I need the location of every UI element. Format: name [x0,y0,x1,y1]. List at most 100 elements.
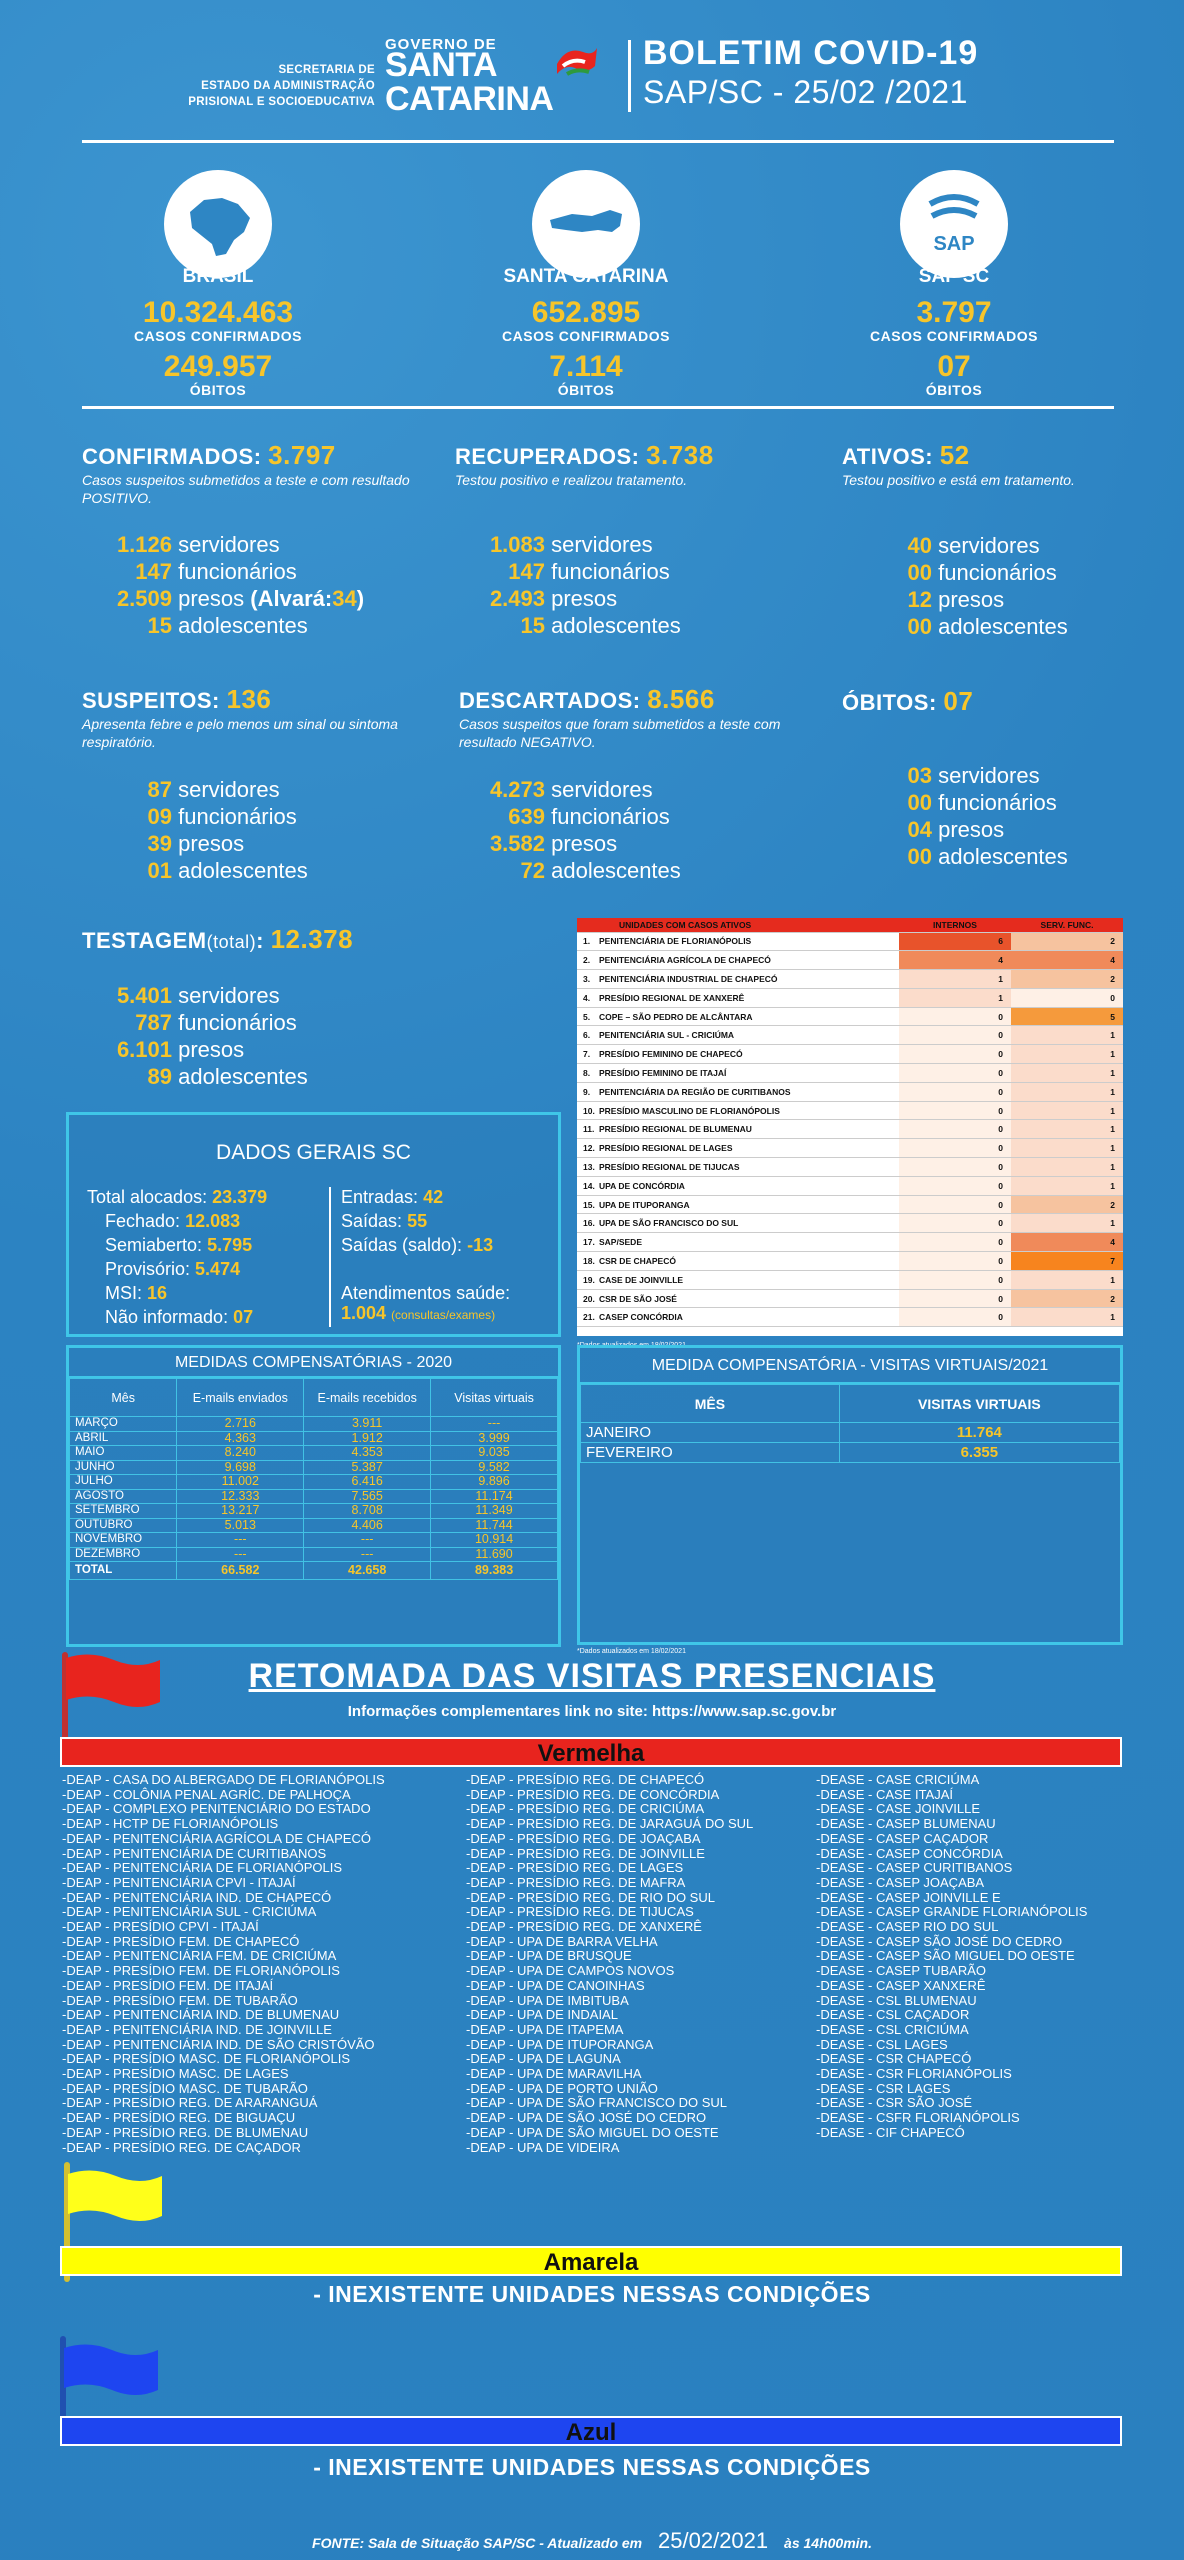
unidade-name: CASE DE JOINVILLE [599,1270,899,1290]
overview-casos-label: CASOS CONFIRMADOS [502,328,670,344]
unidade-internos: 0 [899,1232,1011,1253]
unidade-list-item: -DEAP - UPA DE PORTO UNIÃO [466,2080,658,2096]
unidade-list-item: -DEASE - CASEP CONCÓRDIA [816,1845,1003,1861]
unidade-list-item: -DEAP - PRESÍDIO REG. DE BLUMENAU [62,2124,309,2140]
unidade-list-item: -DEAP - PENITENCIÁRIA IND. DE CHAPECÓ [62,1889,332,1905]
unidade-row: 13. PRESÍDIO REGIONAL DE TIJUCAS 0 1 [577,1157,1123,1177]
dg-value: 16 [147,1283,168,1303]
row-value: 2.509 [116,586,172,611]
unidade-internos: 6 [899,932,1011,952]
unidade-internos: 4 [899,950,1011,971]
unidade-internos: 0 [899,1195,1011,1215]
value-cell: 11.002 [176,1474,305,1490]
value-cell: 13.217 [176,1503,305,1519]
unidade-list-item: -DEASE - CASEP SÃO MIGUEL DO OESTE [816,1948,1075,1964]
confirmados-description: Casos suspeitos submetidos a teste e com… [82,472,410,506]
row-label: adolescentes [178,858,308,883]
dg-label: Não informado: [105,1307,229,1327]
unidade-list-item: -DEAP - PRESÍDIO MASC. DE LAGES [62,2066,289,2082]
unidade-list-item: -DEAP - PRESÍDIO FEM. DE CHAPECÓ [62,1933,300,1949]
unidade-internos: 0 [899,1251,1011,1271]
unidade-internos: 0 [899,1119,1011,1140]
unidade-list-item: -DEAP - UPA DE BRUSQUE [466,1948,632,1964]
value-cell: 6.416 [303,1474,432,1490]
unidade-index: 21. [577,1307,599,1328]
unidade-name: CSR DE CHAPECÓ [599,1251,899,1271]
unidade-name: PENITENCIÁRIA AGRÍCOLA DE CHAPECÓ [599,950,899,971]
vermelha-bar: Vermelha [60,1737,1122,1767]
yellow-flag-icon [68,2170,162,2221]
footer-date: 25/02/2021 [658,2528,769,2553]
unidade-name: PRESÍDIO REGIONAL DE XANXERÊ [599,988,899,1008]
unidade-name: PRESÍDIO FEMININO DE ITAJAÍ [599,1063,899,1083]
dados-gerais-separator [329,1187,331,1327]
overview-santa-catarina: SANTA CATARINA 652.895 CASOS CONFIRMADOS… [426,266,746,406]
unidade-internos: 1 [899,988,1011,1008]
unidade-name: UPA DE CONCÓRDIA [599,1176,899,1196]
unidade-list-item: -DEAP - PRESÍDIO REG. DE CRICIÚMA [466,1801,705,1817]
unidade-list-item: -DEAP - PRESÍDIO MASC. DE FLORIANÓPOLIS [62,2051,350,2067]
unidade-list-item: -DEAP - UPA DE ITUPORANGA [466,2036,654,2052]
unidade-list-item: -DEAP - CASA DO ALBERGADO DE FLORIANÓPOL… [62,1772,385,1787]
santa-catarina-map-icon [550,210,622,232]
overview-obitos: 7.114 [549,350,623,383]
yellow-flag-pole [64,2162,70,2282]
logo-catarina: CATARINA [385,80,554,118]
unidade-index: 11. [577,1119,599,1140]
unidade-row: 20. CSR DE SÃO JOSÉ 0 2 [577,1289,1123,1309]
row-value: 639 [508,804,545,829]
unidade-serv-func: 1 [1011,1025,1123,1046]
row-label: presos [178,586,245,611]
dg-label: Provisório: [105,1259,191,1279]
unidade-internos: 0 [899,1289,1011,1309]
dg-label: MSI: [105,1283,143,1303]
unidade-list-item: -DEASE - CASEP BLUMENAU [816,1816,996,1832]
unidade-row: 17. SAP/SEDE 0 4 [577,1232,1123,1253]
dg-value: 42 [423,1187,444,1207]
medidas-2020-title: MEDIDAS COMPENSATÓRIAS - 2020 [69,1348,558,1378]
row-value: 147 [135,559,172,584]
value-cell: 4.406 [303,1517,432,1533]
testagem-title-small: (total) [206,932,257,952]
footer: FONTE: Sala de Situação SAP/SC - Atualiz… [0,2528,1184,2554]
mes-cell: FEVEREIRO [580,1442,840,1463]
overview-casos: 652.895 [531,296,641,329]
unidade-row: 1. PENITENCIÁRIA DE FLORIANÓPOLIS 6 2 [577,932,1123,952]
dg-value: 5.795 [207,1235,253,1255]
unidade-name: CSR DE SÃO JOSÉ [599,1289,899,1309]
unidade-internos: 0 [899,1213,1011,1234]
vermelha-list-col3: -DEASE - CASE CRICIÚMA -DEASE - CASE ITAJ… [816,1772,1087,2141]
flag-logo-icon [557,48,597,76]
descartados-description: Casos suspeitos que foram submetidos a t… [459,716,781,750]
row-value: 2.493 [489,586,545,611]
unidade-list-item: -DEAP - UPA DE CAMPOS NOVOS [466,1963,675,1979]
unidade-list-item: -DEAP - PRESÍDIO FEM. DE FLORIANÓPOLIS [62,1963,340,1979]
unidade-serv-func: 1 [1011,1307,1123,1328]
row-label: servidores [551,532,653,557]
unidade-row: 15. UPA DE ITUPORANGA 0 2 [577,1195,1123,1215]
bulletin-title: BOLETIM COVID-19 [643,34,979,72]
atendimentos-value: 1.004 [341,1303,387,1323]
row-value: 72 [520,858,545,883]
row-value: 15 [147,613,172,638]
medidas-2020-row: AGOSTO 12.333 7.565 11.174 [68,1488,558,1504]
unidade-index: 9. [577,1082,599,1102]
overview-casos: 3.797 [916,296,992,329]
unidade-row: 7. PRESÍDIO FEMININO DE CHAPECÓ 0 1 [577,1044,1123,1065]
row-value: 1.083 [489,532,545,557]
descartados-rows: 4.273 servidores 639 funcionários 3.582 … [455,776,681,884]
recuperados-description: Testou positivo e realizou tratamento. [455,472,688,488]
unidade-list-item: -DEASE - CSFR FLORIANÓPOLIS [816,2110,1020,2126]
unidade-internos: 0 [899,1082,1011,1102]
unidade-internos: 1 [899,969,1011,989]
unidade-list-item: -DEAP - UPA DE SÃO JOSÉ DO CEDRO [466,2110,707,2126]
dg-value: 12.083 [185,1211,241,1231]
row-label: funcionários [938,560,1057,585]
unidade-row: 3. PENITENCIÁRIA INDUSTRIAL DE CHAPECÓ 1 2 [577,969,1123,989]
unidade-index: 4. [577,988,599,1008]
unidade-list-item: -DEAP - PENITENCIÁRIA AGRÍCOLA DE CHAPEC… [62,1830,371,1846]
descartados-value: 8.566 [647,684,715,714]
mes-cell: JULHO [68,1474,178,1490]
retomada-subtitle: Informações complementares link no site:… [347,1703,837,1720]
unidade-list-item: -DEAP - PENITENCIÁRIA IND. DE SÃO CRISTÓ… [62,2036,375,2052]
